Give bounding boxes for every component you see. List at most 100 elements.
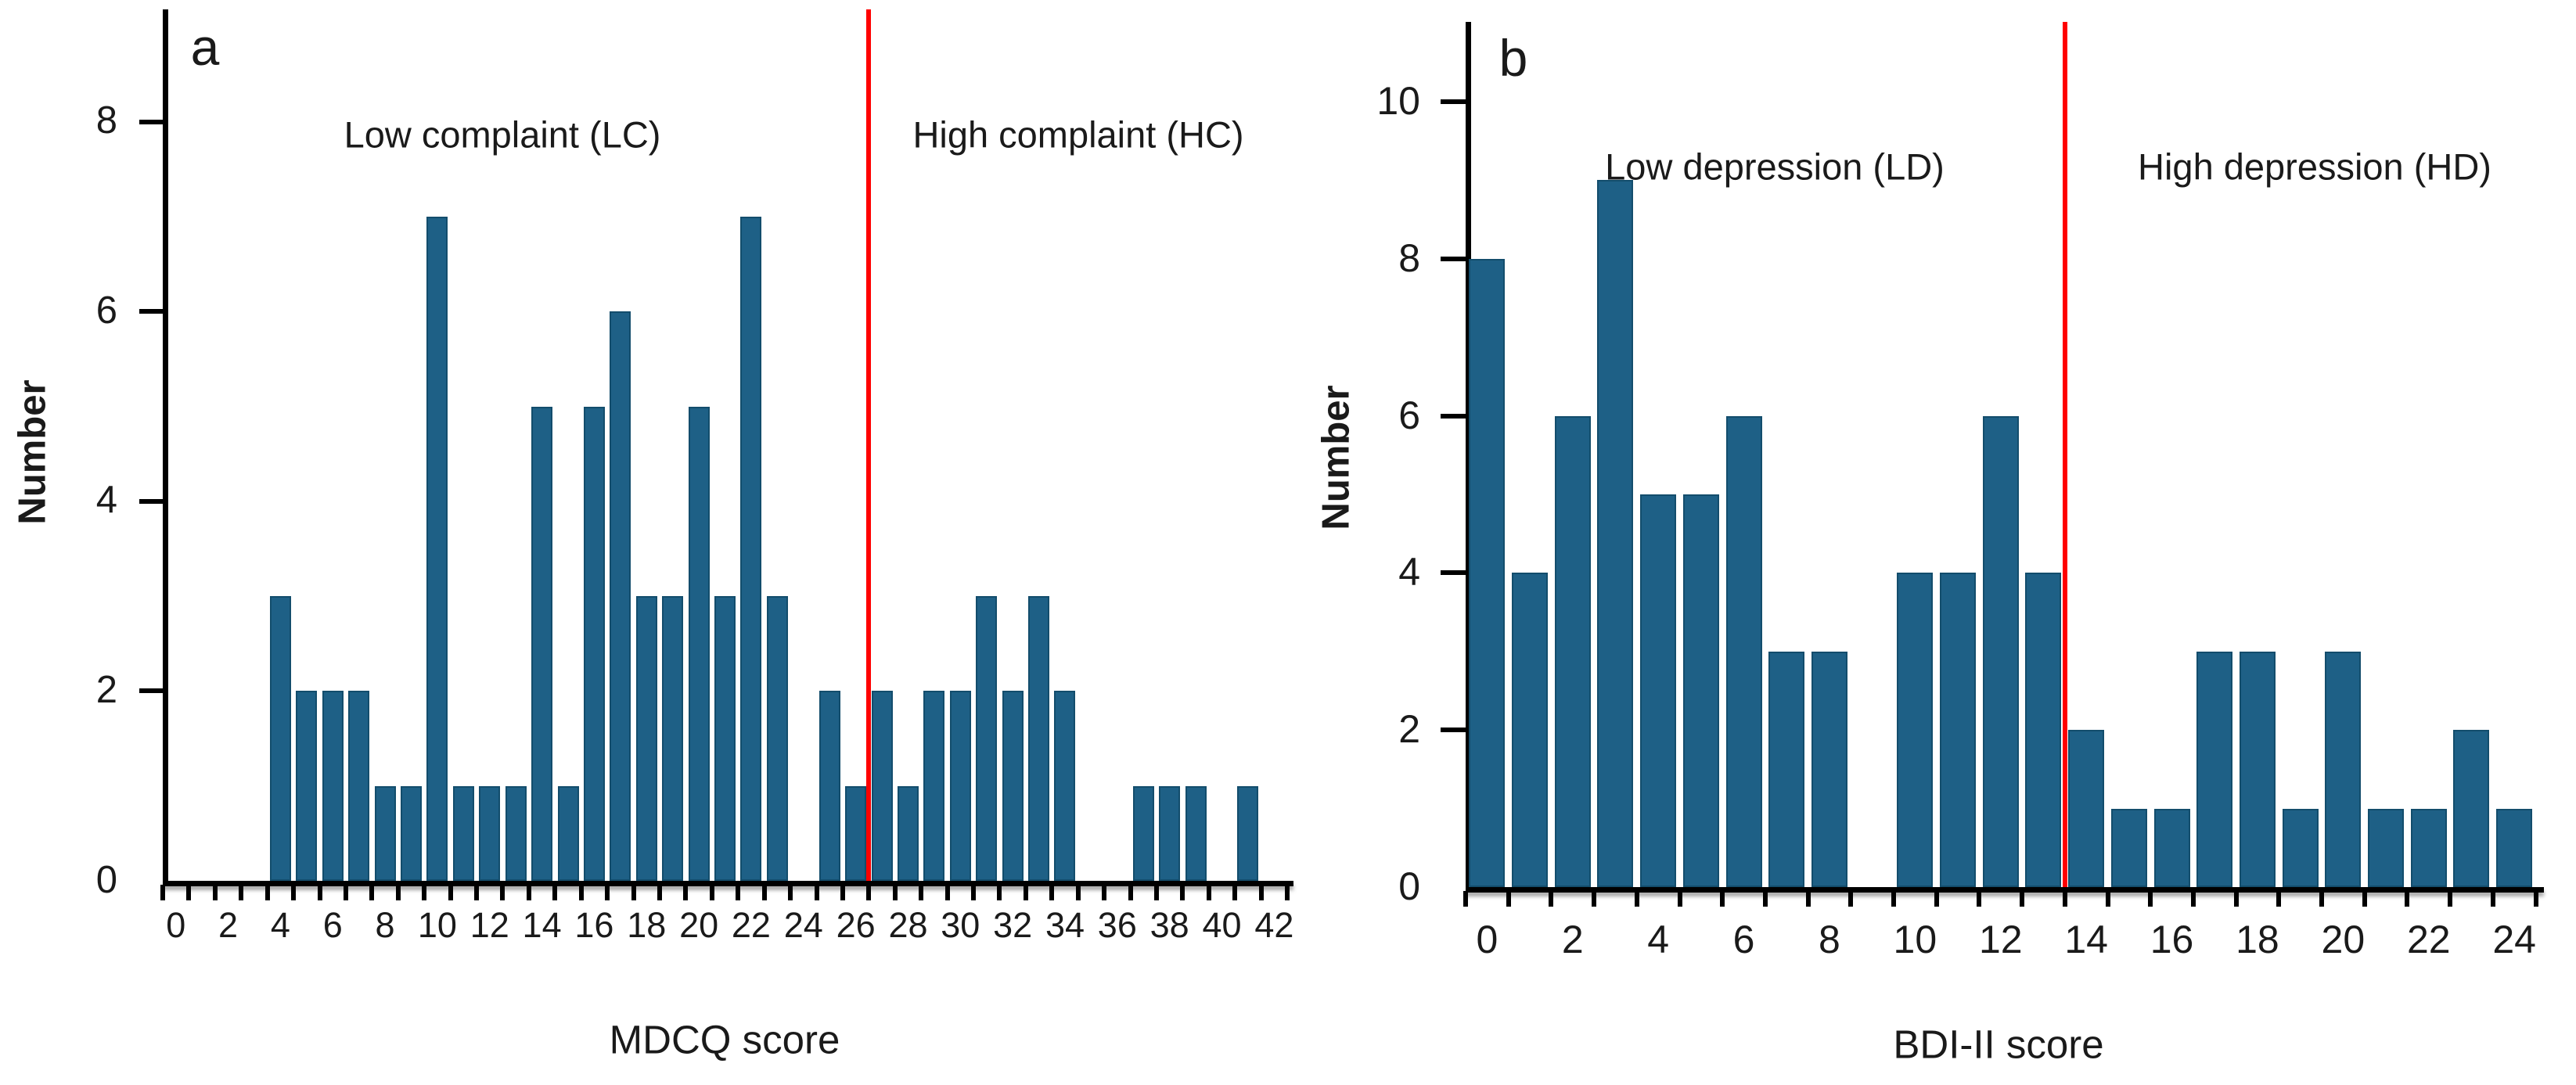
panel-b-left-region-label: Low depression (LD) [1605,146,1945,188]
x-tick-label: 2 [1561,918,1584,961]
x-tick [1049,885,1055,900]
x-tick-label: 26 [836,905,876,945]
x-tick [1232,885,1238,900]
y-tick [1441,256,1471,261]
x-tick-label: 36 [1097,905,1137,945]
x-tick [605,885,610,900]
x-tick-label: 32 [993,905,1033,945]
x-tick-label: 24 [2492,918,2536,961]
x-tick-label: 20 [2321,918,2366,961]
bar-score-10 [426,216,448,881]
y-tick-label: 6 [95,289,117,332]
x-tick [395,885,401,900]
x-tick-label: 12 [1978,918,2023,961]
x-tick [1634,891,1639,907]
x-tick [1805,891,1811,907]
bar-score-26 [845,785,867,881]
x-tick [657,885,662,900]
panel-a-cutoff-line [866,9,872,881]
y-tick-label: 8 [95,99,117,142]
x-tick [1549,891,1554,907]
y-tick-label: 0 [95,858,117,901]
x-tick [1762,891,1768,907]
x-tick-label: 10 [417,905,457,945]
x-tick [2490,891,2495,907]
bar-score-15 [2110,808,2147,887]
x-tick [1102,885,1107,900]
bar-score-39 [1185,785,1207,881]
x-tick-label: 18 [2236,918,2279,961]
bar-score-34 [1054,691,1076,881]
y-tick [139,309,168,314]
y-tick-label: 2 [95,668,117,711]
bar-score-33 [1028,596,1050,881]
x-tick-label: 40 [1202,905,1242,945]
y-tick [139,498,168,504]
y-tick [1441,728,1471,733]
x-tick [631,885,636,900]
x-tick [578,885,584,900]
bar-score-12 [479,785,501,881]
bar-score-4 [269,596,291,881]
x-tick-label: 16 [574,905,614,945]
bar-score-7 [348,691,370,881]
bar-score-21 [2368,808,2405,887]
bar-score-20 [2325,651,2362,887]
x-tick-label: 8 [375,905,395,945]
y-tick [139,688,168,694]
x-tick-label: 14 [2064,918,2108,961]
panel-b-cutoff-line [2062,22,2067,887]
x-tick [1977,891,1982,907]
panel-b-letter: b [1498,29,1528,87]
bar-score-27 [871,691,893,881]
bar-score-19 [2282,808,2319,887]
x-tick [264,885,270,900]
bar-score-23 [766,596,788,881]
bar-score-8 [1811,651,1847,887]
bar-score-11 [1940,573,1977,887]
bar-score-8 [374,785,396,881]
x-tick [683,885,689,900]
x-tick [1285,885,1290,900]
bar-score-12 [1982,415,2019,887]
bar-score-7 [1768,651,1805,887]
bar-score-16 [2153,808,2190,887]
x-tick [892,885,898,900]
bar-score-5 [1682,494,1719,887]
bar-score-32 [1002,691,1024,881]
x-tick-label: 12 [470,905,509,945]
x-tick [186,885,192,900]
x-tick [1592,891,1597,907]
y-tick [1441,99,1471,104]
y-tick-label: 4 [95,479,117,522]
x-tick [2020,891,2025,907]
bar-score-13 [505,785,527,881]
panel-a-letter: a [190,18,220,76]
bar-score-17 [2196,651,2233,887]
x-tick-label: 6 [322,905,343,945]
bar-score-9 [400,785,422,881]
x-tick [1891,891,1896,907]
x-tick [1206,885,1211,900]
y-tick-label: 4 [1398,550,1420,595]
bar-score-20 [688,406,710,881]
bar-score-22 [740,216,762,881]
bar-score-6 [1725,415,1762,887]
bar-score-11 [452,785,474,881]
bar-score-15 [557,785,579,881]
x-tick-label: 42 [1254,905,1294,945]
x-tick [1023,885,1028,900]
x-tick [2062,891,2067,907]
x-tick [866,885,872,900]
x-tick-label: 22 [731,905,771,945]
panel-a-right-region-label: High complaint (HC) [912,113,1244,156]
panel-a-left-region-label: Low complaint (LC) [344,113,661,156]
x-tick [1180,885,1185,900]
x-tick-label: 16 [2150,918,2194,961]
x-tick-label: 22 [2406,918,2451,961]
x-tick [160,885,165,900]
